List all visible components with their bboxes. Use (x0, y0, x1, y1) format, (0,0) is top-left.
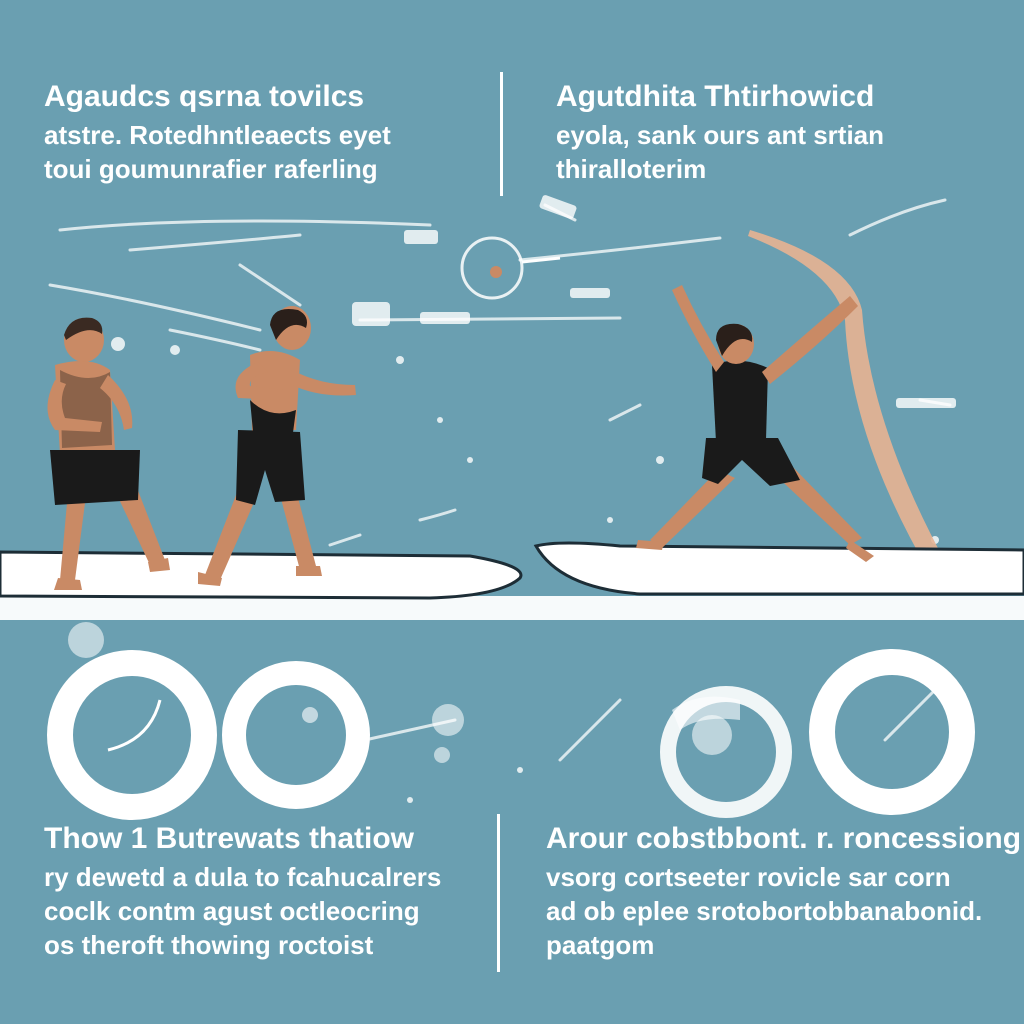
panel-top-right-line-2: thiralloterim (556, 154, 707, 184)
panel-top-right: Agutdhita Thtirhowicd eyola, sank ours a… (556, 80, 884, 186)
panel-bottom-left: Thow 1 Butrewats thatiow ry dewetd a dul… (44, 822, 441, 962)
surfboard-right-icon (533, 541, 1024, 596)
surfboard-left-icon (0, 550, 523, 600)
ring-icon-4 (809, 649, 975, 815)
person-stretching-icon (636, 285, 874, 562)
panel-top-left: Agaudcs qsrna tovilcs atstre. Rotedhntle… (44, 80, 391, 186)
ring-icon-1 (47, 650, 217, 820)
panel-top-left-line-2: toui goumunrafier raferling (44, 154, 378, 184)
panel-bottom-left-line-2: coclk contm agust octleocring (44, 896, 420, 926)
panel-bottom-left-line-1: ry dewetd a dula to fcahucalrers (44, 862, 442, 892)
ring-icon-2 (222, 661, 370, 809)
panel-top-left-title: Agaudcs qsrna tovilcs (44, 80, 365, 113)
ribbon-streamer (748, 230, 940, 556)
ball-sketch-icon (460, 236, 561, 300)
splash-sketch (68, 622, 732, 763)
divider-top (500, 72, 503, 196)
panel-top-left-line-1: atstre. Rotedhntleaects eyet (44, 120, 391, 150)
person-throwing-icon (198, 306, 356, 586)
panel-top-right-line-1: eyola, sank ours ant srtian (556, 120, 885, 150)
panel-bottom-left-title: Thow 1 Butrewats thatiow (44, 822, 415, 855)
ring-icon-3 (660, 686, 792, 818)
panel-bottom-right: Arour cobstbbont. r. roncessiong vsorg c… (546, 822, 1021, 962)
horizon-band (0, 596, 1024, 620)
panel-bottom-right-title: Arour cobstbbont. r. roncessiong (546, 822, 1022, 855)
panel-bottom-right-line-1: vsorg cortseeter rovicle sar corn (546, 862, 951, 892)
panel-bottom-right-line-3: paatgom (546, 930, 655, 960)
divider-bottom (497, 814, 500, 972)
panel-bottom-right-line-2: ad ob eplee srotobortobbanabonid. (546, 896, 983, 926)
panel-top-right-title: Agutdhita Thtirhowicd (556, 80, 875, 113)
panel-bottom-left-line-3: os theroft thowing roctoist (44, 930, 374, 960)
person-standing-icon (47, 317, 170, 590)
sketch-marks (111, 195, 956, 803)
